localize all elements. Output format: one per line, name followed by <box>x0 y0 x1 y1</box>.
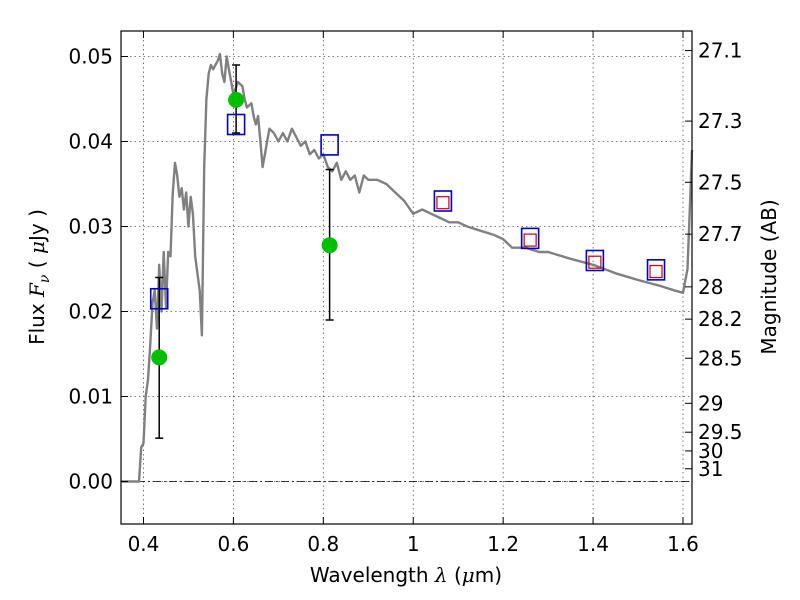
mag-tick-label: 31 <box>698 457 723 481</box>
model-photometry-square <box>646 259 666 281</box>
secondary-photometry-square <box>649 264 663 279</box>
model-photometry-square <box>520 227 540 250</box>
model-photometry-square <box>149 287 169 310</box>
model-photometry-square <box>433 190 453 212</box>
mag-tick-label: 29.5 <box>698 420 743 444</box>
y-tick-label: 0.02 <box>68 300 113 324</box>
observed-point <box>151 349 168 366</box>
x-tick-label: 1 <box>407 532 420 556</box>
y-tick-label: 0.04 <box>68 130 113 154</box>
x-tick-label: 1.2 <box>487 532 519 556</box>
mag-tick-label: 30 <box>698 439 723 463</box>
model-photometry-square <box>585 249 605 272</box>
secondary-photometry-square <box>588 255 602 269</box>
x-axis-title: Wavelength λ (μm) <box>310 563 502 587</box>
mag-tick-label: 27.5 <box>698 170 743 194</box>
x-tick-label: 0.8 <box>307 532 339 556</box>
grid <box>121 31 692 524</box>
observed-point <box>228 91 245 108</box>
plot-frame <box>120 30 693 525</box>
mag-tick-label: 29 <box>698 391 723 415</box>
x-tick-label: 0.4 <box>128 532 160 556</box>
model-spectrum-line <box>121 52 694 483</box>
y-tick-label: 0.01 <box>68 385 113 409</box>
y-tick-label: 0.00 <box>68 470 113 494</box>
plot-background <box>121 31 692 524</box>
model-photometry-square <box>226 113 246 136</box>
ticks: 0.4 0.6 0.8 1 1.2 1.4 1.6 0.00 0.01 0.02 0.03 0.04 0… <box>68 31 743 556</box>
x-tick-label: 0.6 <box>217 532 249 556</box>
mag-tick-label: 27.1 <box>698 39 743 63</box>
x-tick-label: 1.4 <box>577 532 609 556</box>
secondary-photometry-square <box>523 233 537 247</box>
y2-axis-title: Magnitude (AB) <box>757 199 781 354</box>
x-tick-label: 1.6 <box>667 532 699 556</box>
observed-point <box>321 237 338 254</box>
mag-tick-label: 28.5 <box>698 346 743 370</box>
model-photometry-square <box>320 134 339 156</box>
y-tick-label: 0.03 <box>68 215 113 239</box>
mag-tick-label: 28 <box>698 275 723 299</box>
mag-tick-label: 27.3 <box>698 109 743 133</box>
mag-tick-label: 27.7 <box>698 222 743 246</box>
series <box>121 52 694 483</box>
y-axis-title: Flux Fν ( μJy ) <box>25 209 53 345</box>
y-tick-label: 0.05 <box>68 45 113 69</box>
mag-tick-label: 28.2 <box>698 307 743 331</box>
secondary-photometry-square <box>436 196 450 210</box>
